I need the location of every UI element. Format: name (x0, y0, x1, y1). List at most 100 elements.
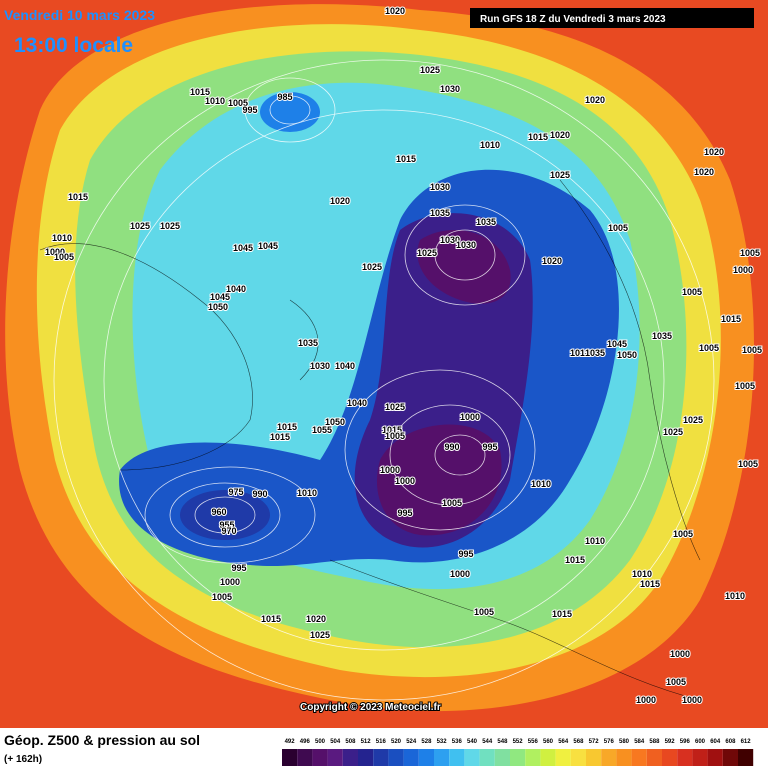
isobar-label: 1005 (228, 98, 248, 108)
scale-label: 572 (589, 739, 600, 745)
isobar-label: 1010 (205, 96, 225, 106)
isobar-label: 990 (252, 489, 267, 499)
isobar-label: 1020 (542, 256, 562, 266)
field-purple (376, 424, 502, 536)
isobar-label: 1040 (347, 398, 367, 408)
scale-label: 584 (634, 739, 645, 745)
isobar-label: 1035 (298, 338, 318, 348)
isobar-label: 1010 (632, 569, 652, 579)
isobar-label: 1030 (440, 84, 460, 94)
scale-swatch (677, 749, 693, 766)
scale-swatch (707, 749, 723, 766)
isobar-label: 1035 (652, 331, 672, 341)
scale-swatch (586, 749, 602, 766)
isobar-label: 1000 (460, 412, 480, 422)
isobar-label: 1015 (552, 609, 572, 619)
scale-swatch (418, 749, 434, 766)
isobar-label: 1020 (550, 130, 570, 140)
isobar-label: 1050 (208, 302, 228, 312)
isobar-label: 1020 (385, 6, 405, 16)
scale-swatch (662, 749, 678, 766)
isobar-label: 1020 (694, 167, 714, 177)
isobar-label: 1015 (270, 432, 290, 442)
coastlines (39, 179, 701, 701)
isobar-label: 1000 (733, 265, 753, 275)
scale-label: 516 (376, 739, 387, 745)
isobar-label: 1025 (417, 248, 437, 258)
scale-swatch (358, 749, 374, 766)
scale-swatch (722, 749, 738, 766)
scale-label: 532 (437, 739, 448, 745)
color-scale: 492 496 500 504 508 512 516 520 524 528 532 536 540 5… (282, 739, 754, 766)
scale-swatch (479, 749, 495, 766)
scale-label: 556 (528, 739, 539, 745)
isobar-label: 1030 (440, 235, 460, 245)
isobar-label: 1015 (396, 154, 416, 164)
isobar-label: 1005 (212, 592, 232, 602)
isobar-label: 1035 (476, 217, 496, 227)
isobar-label: 1010 (570, 348, 590, 358)
isobar-label: 1025 (160, 221, 180, 231)
scale-swatch (540, 749, 556, 766)
isobar-label: 1015 (721, 314, 741, 324)
scale-swatch (555, 749, 571, 766)
isobar-label: 1000 (220, 577, 240, 587)
scale-swatch (494, 749, 510, 766)
isobar-label: 1030 (310, 361, 330, 371)
isobar-label: 1040 (226, 284, 246, 294)
isobar-label: 955 (219, 520, 234, 530)
isobar-label: 970 (221, 526, 236, 536)
scale-label: 500 (315, 739, 326, 745)
isobar-label: 1020 (306, 614, 326, 624)
scale-label: 544 (482, 739, 493, 745)
isobar-label: 1005 (682, 287, 702, 297)
isobar-label: 1015 (261, 614, 281, 624)
scale-swatch (601, 749, 617, 766)
isobar-label: 1040 (335, 361, 355, 371)
scale-label: 612 (741, 739, 752, 745)
scale-label: 508 (345, 739, 356, 745)
isobar-label: 1005 (742, 345, 762, 355)
isobar-label: 1030 (456, 240, 476, 250)
isobar-label: 1010 (585, 536, 605, 546)
isobar-label: 1000 (380, 465, 400, 475)
isobar-label: 960 (211, 507, 226, 517)
low-center (260, 92, 320, 132)
isobar-label: 985 (277, 92, 292, 102)
isobar-label: 1005 (699, 343, 719, 353)
isobar-label: 1050 (617, 350, 637, 360)
scale-label: 524 (406, 739, 417, 745)
scale-label: 492 (285, 739, 296, 745)
isobar-label: 1015 (277, 422, 297, 432)
scale-swatch (646, 749, 662, 766)
run-info: Run GFS 18 Z du Vendredi 3 mars 2023 (480, 14, 666, 25)
scale-label: 580 (619, 739, 630, 745)
isobar-label: 1005 (385, 431, 405, 441)
run-box (470, 8, 754, 28)
isobar-label: 1025 (362, 262, 382, 272)
isobar-label: 1020 (585, 95, 605, 105)
valid-time: Vendredi 10 mars 2023 (4, 7, 155, 23)
isobar-label: 1005 (738, 459, 758, 469)
isobar-label: 995 (482, 442, 497, 452)
scale-label: 496 (300, 739, 311, 745)
isobar-label: 1030 (430, 182, 450, 192)
isobar-label: 1025 (663, 427, 683, 437)
scale-label: 576 (604, 739, 615, 745)
isobar-label: 1010 (480, 140, 500, 150)
isobar-label: 1045 (607, 339, 627, 349)
scale-swatch (616, 749, 632, 766)
isobar-label: 1015 (640, 579, 660, 589)
scale-swatch (327, 749, 343, 766)
scale-label: 540 (467, 739, 478, 745)
scale-label: 520 (391, 739, 402, 745)
isobar-label: 1025 (130, 221, 150, 231)
scale-label: 536 (452, 739, 463, 745)
isobar-label: 1005 (474, 607, 494, 617)
scale-swatch (373, 749, 389, 766)
scale-swatch (403, 749, 419, 766)
scale-swatch (510, 749, 526, 766)
